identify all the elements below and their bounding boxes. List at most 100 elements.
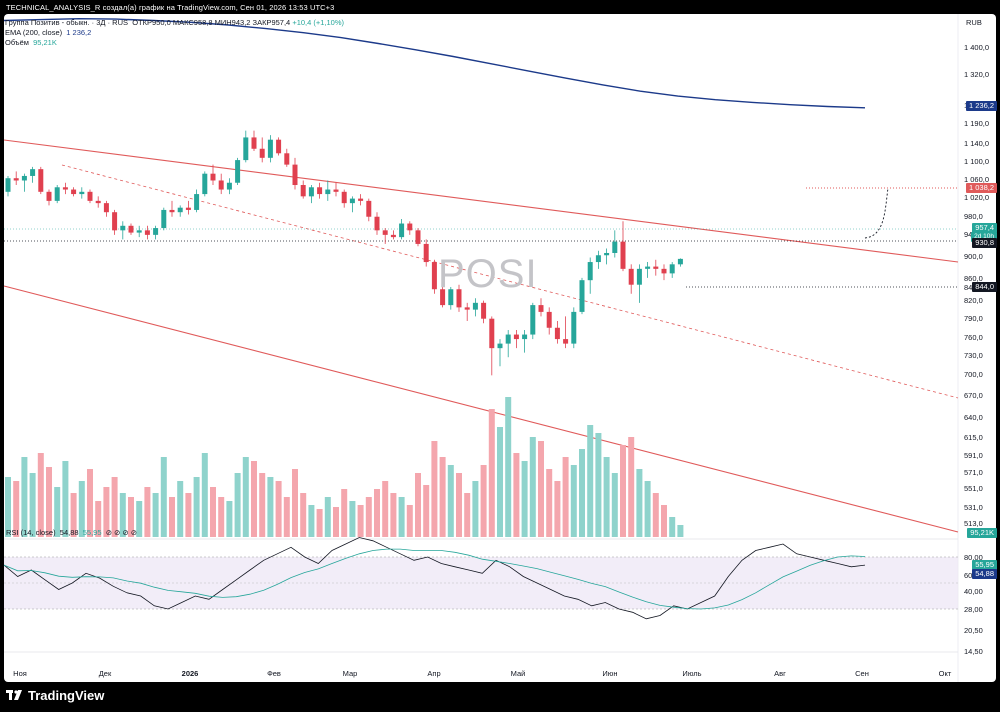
ema-price-tag: 1 236,2	[965, 101, 997, 111]
volume-bar	[587, 425, 594, 537]
price-axis-label: 551,0	[964, 484, 983, 493]
candle-body	[235, 160, 241, 183]
volume-bar	[497, 427, 503, 537]
volume-bar	[283, 497, 290, 537]
volume-bar	[193, 477, 200, 537]
volume-bar	[136, 501, 143, 537]
volume-bar	[333, 507, 339, 537]
price-axis-label: 1 140,0	[964, 139, 989, 148]
volume-bar	[677, 525, 684, 537]
volume-bar	[95, 501, 102, 537]
candle-body	[513, 334, 519, 340]
candle-body	[103, 203, 109, 213]
candle-body	[169, 209, 175, 213]
candle-body	[218, 180, 224, 190]
candle-body	[46, 191, 52, 201]
volume-bar	[185, 493, 192, 537]
candle-body	[128, 225, 134, 233]
candle-body	[563, 339, 569, 344]
candle-body	[448, 289, 454, 306]
volume-bar	[210, 487, 216, 537]
candle-body	[317, 187, 323, 195]
support-price-tag: 930,8	[972, 238, 997, 248]
volume-bar	[374, 489, 380, 537]
volume-bar	[480, 465, 487, 537]
candle-body	[505, 334, 511, 344]
price-axis-label: 513,0	[964, 519, 983, 528]
volume-bar	[46, 467, 52, 537]
candle-body	[571, 311, 577, 344]
volume-bar	[226, 501, 233, 537]
candle-body	[653, 266, 659, 269]
volume-bar	[652, 493, 659, 537]
candle-body	[489, 318, 495, 349]
candle-body	[112, 212, 118, 231]
volume-bar	[201, 453, 208, 537]
candle-body	[21, 175, 27, 181]
candle-body	[87, 191, 93, 201]
candle-body	[415, 230, 421, 244]
time-axis-label: Апр	[427, 669, 440, 678]
time-axis: Ноя Дек 2026 Фев Мар Апр Май Июн Июль Авг Сен Окт	[13, 669, 952, 678]
volume-bar	[464, 493, 471, 537]
volume-bar	[324, 497, 331, 537]
volume-bar	[415, 473, 421, 537]
volume-bar	[595, 433, 602, 537]
volume-bar	[521, 461, 528, 537]
volume-bar	[661, 505, 667, 537]
candle-body	[595, 255, 601, 263]
volume-bar	[472, 481, 479, 537]
candle-body	[636, 268, 642, 285]
candle-body	[292, 164, 298, 186]
price-axis-label: 980,0	[964, 212, 983, 221]
candle-body	[202, 173, 208, 195]
time-axis-label: Май	[511, 669, 526, 678]
volume-bar	[111, 477, 118, 537]
candle-body	[423, 243, 429, 263]
candle-body	[546, 311, 552, 328]
volume-bar	[546, 469, 553, 537]
volume-bar	[152, 493, 159, 537]
rsi-axis-label: 40,00	[964, 587, 983, 596]
time-axis-label: Ноя	[13, 669, 27, 678]
channel-mid-line	[61, 164, 959, 399]
price-axis-label: 615,0	[964, 433, 983, 442]
price-axis-label: 1 190,0	[964, 119, 989, 128]
volume-bar	[431, 441, 438, 537]
candle-body	[481, 302, 487, 319]
volume-bar	[300, 493, 307, 537]
candle-body	[95, 200, 101, 204]
candle-body	[194, 194, 200, 210]
candles	[5, 130, 683, 376]
countdown-tag: 2d 10h	[971, 232, 997, 242]
price-axis-label: 790,0	[964, 314, 983, 323]
target-price-tag: 1 038,2	[965, 183, 997, 193]
candle-body	[325, 189, 331, 195]
volume-bar	[505, 397, 512, 537]
candle-body	[538, 305, 544, 312]
candle-body	[177, 207, 183, 213]
volume-bar	[128, 497, 134, 537]
candle-body	[5, 178, 11, 192]
candle-body	[620, 241, 626, 269]
candle-body	[349, 198, 355, 204]
time-axis-label: Мар	[343, 669, 358, 678]
candle-body	[677, 258, 683, 265]
volume-bar	[37, 453, 44, 537]
candle-body	[464, 307, 470, 310]
volume-bar	[570, 465, 577, 537]
candle-body	[382, 230, 388, 235]
time-axis-label: Фев	[267, 669, 281, 678]
candle-body	[604, 252, 610, 256]
candle-body	[431, 262, 437, 290]
candle-body	[645, 266, 651, 269]
candle-body	[210, 173, 216, 181]
volume-bar	[78, 481, 85, 537]
price-axis-label: 670,0	[964, 391, 983, 400]
price-axis-label: 900,0	[964, 252, 983, 261]
volume-bar	[251, 461, 257, 537]
candle-body	[472, 302, 478, 310]
channel-lower-line	[3, 285, 959, 533]
volume-bars	[5, 397, 684, 537]
